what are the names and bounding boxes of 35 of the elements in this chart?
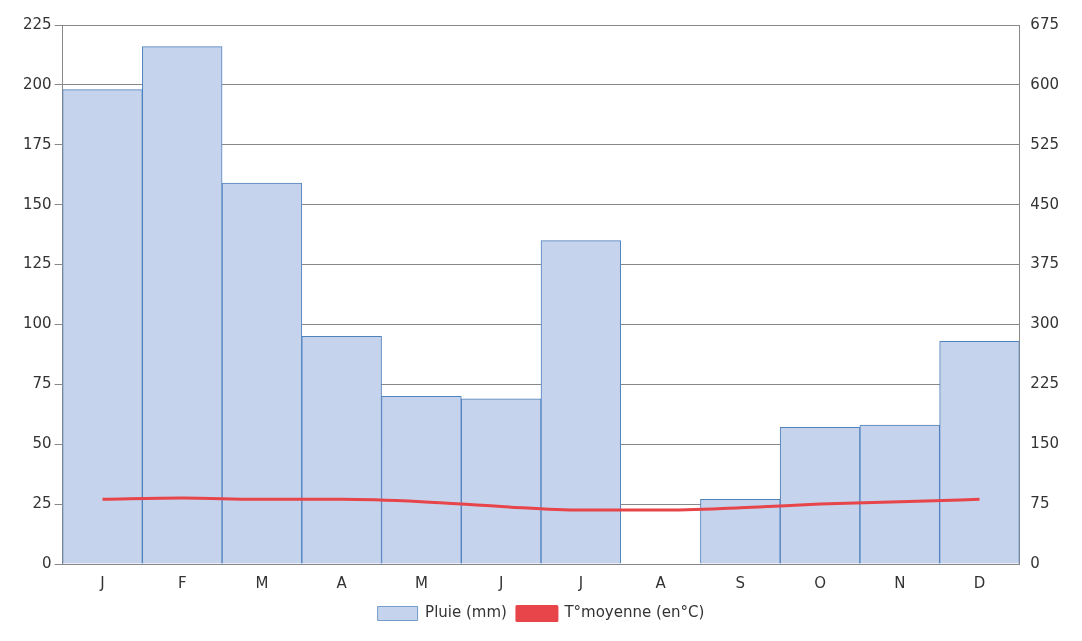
legend-label: T°moyenne (en°C)	[563, 603, 705, 622]
line-series	[101, 496, 982, 512]
y2-tick-label: 225	[1030, 374, 1060, 393]
y-tick-label: 100	[22, 314, 52, 333]
y-tick-label: 125	[22, 254, 52, 273]
y-tick-label: 50	[32, 434, 52, 453]
x-tick-label: J	[577, 573, 584, 592]
y2-tick-label: 450	[1030, 194, 1060, 213]
y2-tick-label: 525	[1030, 134, 1060, 153]
y2-tick-label: 600	[1030, 74, 1060, 93]
y-tick-label: 0	[42, 553, 52, 572]
y-tick-label: 150	[22, 194, 52, 213]
y2-tick-label: 150	[1030, 434, 1060, 453]
x-tick-label: M	[414, 573, 428, 592]
y-tick-label: 75	[32, 374, 52, 393]
x-tick-label: N	[894, 573, 906, 592]
x-tick-label: S	[735, 573, 746, 592]
x-tick-label: M	[255, 573, 269, 592]
x-tick-label: J	[99, 573, 105, 592]
x-tick-label: J	[497, 573, 504, 592]
x-tick-label: O	[814, 573, 826, 592]
y2-tick-label: 75	[1030, 494, 1050, 512]
x-tick-label: F	[177, 573, 187, 592]
x-tick-label: A	[655, 573, 667, 592]
y2-tick-label: 0	[1030, 553, 1040, 572]
y2-tick-label: 675	[1030, 14, 1060, 33]
legend-label: Pluie (mm)	[425, 603, 507, 622]
y2-tick-label: 300	[1030, 314, 1060, 333]
x-tick-label: D	[973, 573, 986, 592]
y-tick-label: 225	[22, 14, 52, 33]
y-tick-label: 25	[32, 494, 52, 512]
y-tick-label: 200	[22, 74, 52, 93]
y2-tick-label: 375	[1030, 254, 1060, 273]
x-tick-label: A	[336, 573, 348, 592]
y-tick-label: 175	[22, 134, 52, 153]
